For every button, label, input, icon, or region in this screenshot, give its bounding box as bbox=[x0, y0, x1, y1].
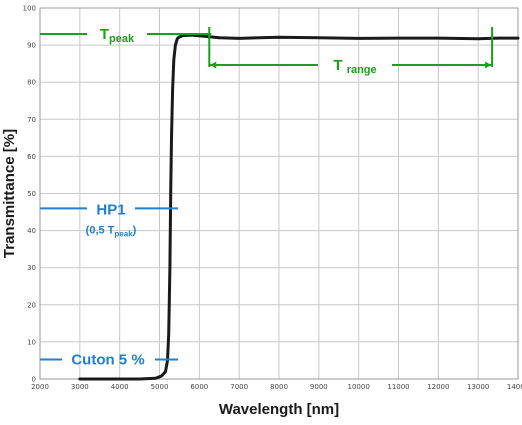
grid bbox=[39, 7, 519, 380]
y-tick-label: 80 bbox=[27, 79, 36, 87]
cuton-label: Cuton 5 % bbox=[71, 351, 144, 368]
x-tick-label: 13000 bbox=[467, 383, 489, 391]
x-axis-title: Wavelength [nm] bbox=[219, 401, 339, 418]
x-tick-label: 3000 bbox=[71, 383, 89, 391]
x-tick-label: 5000 bbox=[151, 383, 169, 391]
y-tick-label: 60 bbox=[27, 153, 36, 161]
annotations: Tpeak T range HP1 (0,5 Tpeak) Cuton 5 % bbox=[40, 26, 494, 368]
transmittance-curve bbox=[78, 33, 520, 381]
x-tick-label: 7000 bbox=[230, 383, 248, 391]
y-tick-label: 70 bbox=[27, 116, 36, 124]
y-tick-label: 20 bbox=[27, 301, 36, 309]
hp1-label: HP1 bbox=[96, 201, 125, 218]
y-tick-label: 30 bbox=[27, 264, 36, 272]
x-tick-label: 6000 bbox=[190, 383, 208, 391]
y-tick-label: 0 bbox=[32, 376, 36, 384]
y-tick-label: 40 bbox=[27, 227, 36, 235]
plot-frame bbox=[39, 7, 519, 380]
x-tick-label: 2000 bbox=[31, 383, 49, 391]
t-range-arrow-left bbox=[210, 61, 217, 69]
x-tick-label: 9000 bbox=[310, 383, 328, 391]
t-range-arrow-right bbox=[485, 61, 492, 69]
x-tick-label: 11000 bbox=[387, 383, 409, 391]
hp1-sublabel: (0,5 Tpeak) bbox=[86, 224, 137, 238]
y-axis-title: Transmittance [%] bbox=[1, 129, 18, 258]
tick-labels: 2000 3000 4000 5000 6000 7000 8000 9000 10000 110… bbox=[23, 5, 522, 392]
x-tick-label: 14000 bbox=[507, 383, 522, 391]
x-tick-label: 12000 bbox=[427, 383, 449, 391]
y-tick-label: 10 bbox=[27, 338, 36, 346]
x-tick-label: 8000 bbox=[270, 383, 288, 391]
t-peak-label: Tpeak bbox=[100, 26, 135, 45]
y-tick-label: 50 bbox=[27, 190, 36, 198]
y-tick-label: 100 bbox=[23, 5, 36, 13]
t-range-label: T range bbox=[333, 57, 376, 76]
x-tick-label: 10000 bbox=[348, 383, 370, 391]
y-tick-label: 90 bbox=[27, 42, 36, 50]
x-tick-label: 4000 bbox=[111, 383, 129, 391]
